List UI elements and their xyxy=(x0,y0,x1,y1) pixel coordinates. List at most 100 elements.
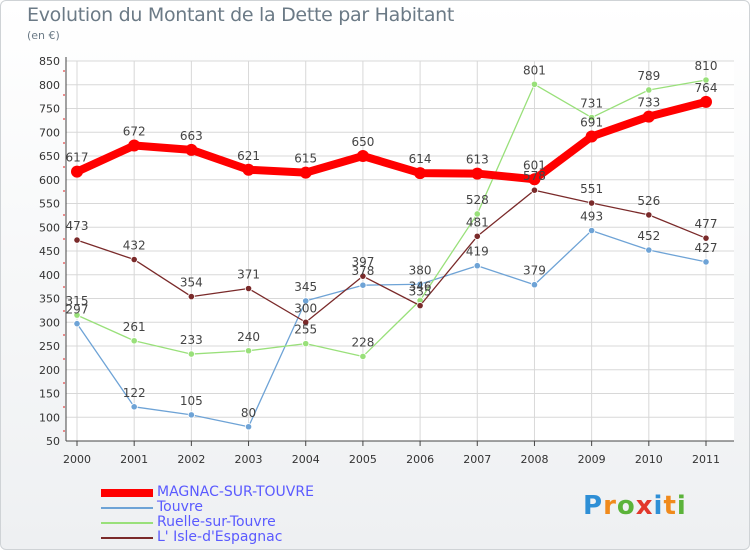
data-label: 578 xyxy=(523,169,546,183)
data-label: 621 xyxy=(237,149,260,163)
data-label: 672 xyxy=(123,125,146,139)
data-label: 615 xyxy=(294,152,317,166)
legend-swatch xyxy=(101,506,153,509)
x-tick-label: 2009 xyxy=(578,453,606,466)
legend-item: Touvre xyxy=(101,500,314,515)
data-label: 345 xyxy=(294,280,317,294)
axis-dot xyxy=(63,382,65,384)
data-point xyxy=(473,232,481,240)
data-label: 810 xyxy=(695,59,718,73)
data-label: 789 xyxy=(637,69,660,83)
data-point xyxy=(530,281,539,289)
x-tick-label: 2007 xyxy=(463,453,491,466)
legend-label: L' Isle-d'Espagnac xyxy=(157,529,283,545)
logo-letter: i xyxy=(653,491,664,521)
y-tick-label: 150 xyxy=(39,388,60,401)
legend-item: L' Isle-d'Espagnac xyxy=(101,530,314,545)
data-point xyxy=(700,95,712,108)
y-tick-label: 50 xyxy=(46,435,60,448)
data-label: 650 xyxy=(351,135,374,149)
data-label: 764 xyxy=(695,81,718,95)
y-tick-label: 800 xyxy=(39,79,60,92)
data-label: 801 xyxy=(523,63,546,77)
x-tick-label: 2001 xyxy=(120,453,148,466)
data-label: 691 xyxy=(580,116,603,130)
data-point xyxy=(642,110,655,123)
data-point xyxy=(588,113,596,122)
data-point xyxy=(244,347,253,355)
y-tick-label: 500 xyxy=(39,221,60,234)
data-label: 261 xyxy=(123,320,146,334)
data-point xyxy=(73,236,81,244)
chart-subtitle: (en €) xyxy=(27,29,60,42)
data-point xyxy=(359,352,367,361)
data-label: 80 xyxy=(241,406,256,420)
y-tick-label: 600 xyxy=(39,174,60,187)
y-tick-label: 300 xyxy=(39,316,60,329)
x-tick-label: 2006 xyxy=(406,453,434,466)
x-tick-label: 2003 xyxy=(235,453,263,466)
data-point xyxy=(530,80,539,88)
data-label: 371 xyxy=(237,268,260,282)
data-label: 122 xyxy=(123,386,146,400)
data-point xyxy=(414,167,427,180)
chart-title: Evolution du Montant de la Dette par Hab… xyxy=(27,4,455,26)
y-tick-label: 850 xyxy=(39,55,60,68)
data-point xyxy=(244,284,253,293)
axis-dot xyxy=(63,70,65,72)
data-point xyxy=(702,76,710,84)
data-point xyxy=(588,226,596,235)
data-label: 526 xyxy=(637,194,660,208)
data-point xyxy=(702,234,710,242)
data-label: 378 xyxy=(351,264,374,278)
data-label: 419 xyxy=(466,245,489,259)
data-label: 228 xyxy=(351,335,374,349)
data-point xyxy=(356,150,369,162)
data-point xyxy=(73,320,81,328)
y-tick-label: 700 xyxy=(39,126,60,139)
data-label: 315 xyxy=(66,294,89,308)
y-tick-label: 250 xyxy=(39,340,60,353)
data-point xyxy=(299,166,312,179)
y-tick-label: 400 xyxy=(39,269,60,282)
data-point xyxy=(359,281,367,289)
axis-dot xyxy=(63,262,65,264)
data-point xyxy=(471,167,484,180)
y-tick-label: 200 xyxy=(39,364,60,377)
axis-dot xyxy=(63,358,65,360)
data-point xyxy=(302,318,310,326)
legend-label: Ruelle-sur-Touvre xyxy=(157,514,276,530)
data-point xyxy=(187,411,195,419)
y-tick-label: 550 xyxy=(39,198,60,211)
y-tick-label: 450 xyxy=(39,245,60,258)
data-label: 617 xyxy=(66,151,89,165)
axis-dot xyxy=(63,310,65,312)
y-tick-label: 650 xyxy=(39,150,60,163)
axis-dot xyxy=(63,406,65,408)
axis-dot xyxy=(63,118,65,120)
data-label: 379 xyxy=(523,264,546,278)
data-point xyxy=(416,302,424,310)
data-point xyxy=(473,210,481,218)
axis-dot xyxy=(63,214,65,216)
data-label: 473 xyxy=(66,219,89,233)
data-point xyxy=(73,311,81,319)
logo-letter: i xyxy=(676,491,687,521)
legend-label: Touvre xyxy=(157,499,203,515)
data-point xyxy=(130,255,138,264)
legend-swatch xyxy=(101,536,153,539)
data-point xyxy=(185,143,198,156)
logo-letter: o xyxy=(616,491,636,521)
data-point xyxy=(130,337,138,345)
axis-dot xyxy=(63,430,65,432)
axis-dot xyxy=(63,94,65,96)
x-tick-label: 2004 xyxy=(292,453,320,466)
axis-dot xyxy=(63,166,65,168)
data-point xyxy=(242,163,255,176)
data-point xyxy=(588,199,596,207)
data-point xyxy=(528,173,541,186)
logo-letter: t xyxy=(663,491,677,521)
data-label: 255 xyxy=(294,323,317,337)
